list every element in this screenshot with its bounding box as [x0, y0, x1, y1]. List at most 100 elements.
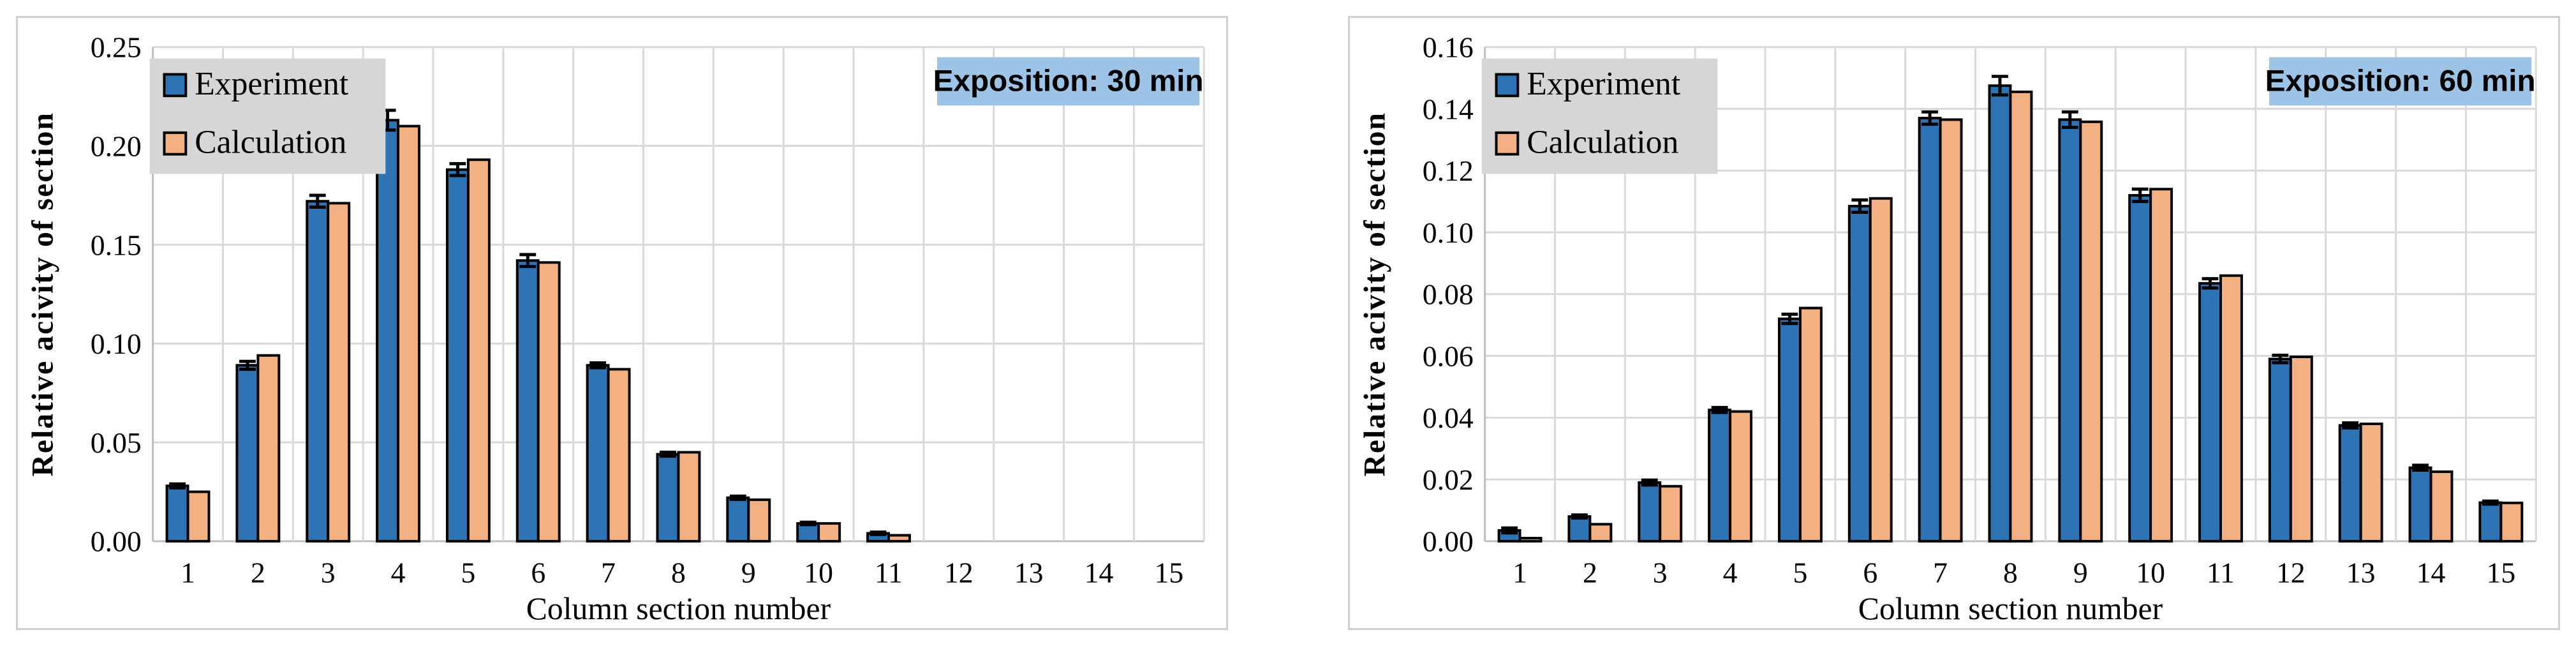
x-tick-label: 5 — [1793, 556, 1807, 589]
x-tick-label: 1 — [1513, 556, 1527, 589]
bar-calculation-section-7 — [1939, 118, 1963, 543]
exposition-badge — [2269, 57, 2532, 106]
x-tick-label: 11 — [875, 556, 903, 589]
legend-box — [149, 58, 386, 174]
bar-experiment-section-9 — [726, 496, 750, 543]
bar-calculation-section-13 — [2359, 423, 2383, 543]
legend-swatch-experiment — [163, 73, 188, 98]
bar-calculation-section-14 — [2429, 470, 2454, 543]
x-tick-label: 7 — [601, 556, 616, 589]
x-tick-label: 7 — [1933, 556, 1948, 589]
x-tick-label: 5 — [461, 556, 475, 589]
x-tick-label: 9 — [741, 556, 756, 589]
bar-experiment-section-6 — [1847, 204, 1872, 543]
bar-calculation-section-3 — [327, 202, 351, 543]
y-tick-label: 0.15 — [91, 229, 142, 261]
bar-calculation-section-6 — [1869, 197, 1893, 543]
legend-label-calculation: Calculation — [1527, 124, 1678, 161]
legend-label-experiment: Experiment — [1527, 66, 1681, 102]
x-tick-label: 10 — [804, 556, 833, 589]
bar-calculation-section-11 — [887, 534, 911, 543]
legend-label-experiment: Experiment — [195, 66, 349, 102]
y-tick-label: 0.00 — [1423, 525, 1474, 558]
bar-experiment-section-6 — [515, 259, 540, 543]
y-axis-title: Relative acivity of section — [1358, 112, 1392, 476]
x-tick-label: 9 — [2073, 556, 2088, 589]
x-tick-label: 14 — [2417, 556, 2446, 589]
bar-calculation-section-9 — [747, 498, 771, 543]
x-tick-label: 4 — [1723, 556, 1738, 589]
x-tick-label: 4 — [391, 556, 406, 589]
bar-experiment-section-9 — [2058, 118, 2082, 543]
bar-experiment-section-1 — [165, 484, 189, 543]
bar-calculation-section-9 — [2079, 120, 2103, 543]
y-tick-label: 0.06 — [1423, 340, 1474, 372]
bar-experiment-section-3 — [306, 200, 330, 543]
legend-swatch-experiment — [1495, 73, 1520, 98]
x-tick-label: 14 — [1084, 556, 1114, 589]
chart-panel-exposition-60min: 0.00 0.02 0.04 0.06 0.08 0.10 0.12 0.14 0.16 1 2 3 4… — [1348, 16, 2560, 630]
bar-calculation-section-2 — [256, 354, 281, 543]
x-tick-label: 15 — [2487, 556, 2516, 589]
bar-experiment-section-10 — [2128, 193, 2152, 543]
y-axis-title: Relative acivity of section — [26, 112, 60, 476]
x-axis-title: Column section number — [526, 591, 831, 626]
bar-experiment-section-2 — [235, 364, 260, 543]
x-tick-label: 12 — [2276, 556, 2306, 589]
bar-calculation-section-5 — [1798, 306, 1823, 543]
x-tick-label: 10 — [2136, 556, 2165, 589]
x-tick-label: 8 — [2003, 556, 2018, 589]
x-tick-label: 13 — [2346, 556, 2376, 589]
bar-experiment-section-5 — [445, 168, 470, 543]
x-tick-label: 6 — [531, 556, 545, 589]
x-tick-label: 8 — [671, 556, 686, 589]
legend-box — [1481, 58, 1718, 174]
bar-experiment-section-7 — [586, 364, 610, 543]
bar-calculation-section-7 — [607, 368, 631, 543]
x-tick-label: 3 — [321, 556, 336, 589]
exposition-badge — [936, 57, 1200, 106]
y-tick-label: 0.16 — [1423, 31, 1474, 64]
y-tick-label: 0.02 — [1423, 463, 1474, 496]
y-tick-label: 0.10 — [1423, 216, 1474, 249]
bar-calculation-section-11 — [2219, 274, 2243, 543]
legend-swatch-calculation — [163, 131, 188, 156]
x-tick-label: 1 — [181, 556, 195, 589]
x-tick-label: 3 — [1653, 556, 1668, 589]
bar-calculation-section-1 — [1518, 537, 1543, 543]
x-tick-label: 2 — [251, 556, 265, 589]
bar-calculation-section-15 — [2499, 501, 2524, 543]
y-tick-label: 0.12 — [1423, 154, 1474, 187]
legend-label-calculation: Calculation — [195, 124, 346, 161]
bar-calculation-section-1 — [186, 490, 211, 543]
bar-experiment-section-2 — [1567, 515, 1592, 543]
bar-experiment-section-8 — [656, 453, 680, 543]
legend-swatch-calculation — [1495, 131, 1520, 156]
bar-experiment-section-5 — [1777, 317, 1802, 543]
bar-calculation-section-8 — [677, 451, 701, 543]
bar-chart-60min: 0.000.020.040.060.080.100.120.140.161 2 3 4… — [1358, 31, 2537, 626]
bar-experiment-section-14 — [2408, 466, 2432, 543]
bar-experiment-section-3 — [1638, 481, 1662, 543]
bar-calculation-section-3 — [1659, 484, 1683, 543]
y-tick-label: 0.05 — [91, 426, 142, 459]
bar-calculation-section-10 — [2149, 188, 2173, 543]
bar-calculation-section-6 — [537, 261, 561, 543]
y-tick-label: 0.25 — [91, 31, 142, 64]
bar-experiment-section-7 — [1918, 117, 1942, 543]
x-tick-label: 11 — [2207, 556, 2235, 589]
bar-chart-30min: 0.000.050.100.150.200.251 2 3 4 5 6 7 8 9 10 11 12 1… — [26, 31, 1205, 626]
bar-experiment-section-4 — [376, 119, 400, 543]
bar-calculation-section-2 — [1588, 523, 1613, 543]
y-tick-label: 0.08 — [1423, 278, 1474, 311]
exposition-label: Exposition: 30 min — [933, 64, 1204, 98]
bar-experiment-section-8 — [1988, 84, 2012, 543]
x-tick-label: 6 — [1863, 556, 1877, 589]
y-tick-label: 0.10 — [91, 327, 142, 360]
bar-calculation-section-12 — [2289, 356, 2313, 543]
bar-calculation-section-5 — [466, 158, 491, 543]
bar-experiment-section-12 — [2268, 357, 2292, 543]
bar-calculation-section-4 — [1729, 410, 1753, 543]
bar-calculation-section-8 — [2009, 90, 2033, 543]
bar-experiment-section-11 — [2198, 282, 2222, 543]
